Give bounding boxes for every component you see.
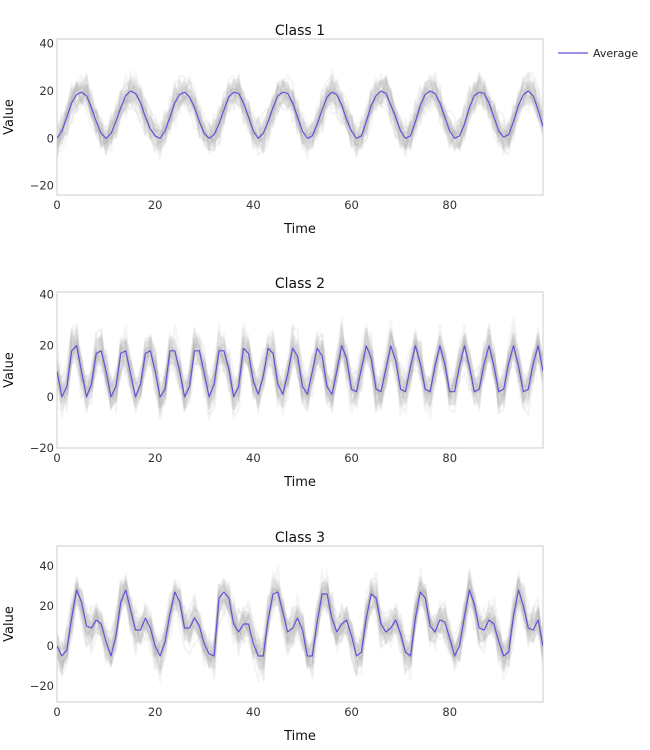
sample-trace [57,581,543,668]
y-tick-label: 40 [39,559,54,573]
sample-trace [57,317,543,420]
chart-panel-1: Class 1 −20 0 20 40 0 20 40 60 80 Time Value [2,23,544,237]
y-tick-label: 20 [39,84,54,98]
sample-trace [57,76,543,154]
plot-frame [56,38,544,196]
sample-trace [57,574,543,671]
y-tick-label: 0 [47,131,54,145]
average-line [57,345,543,398]
sample-trace [57,571,543,676]
y-tick-label: 0 [47,390,54,404]
plot-frame [56,545,544,703]
sample-trace [57,579,543,671]
x-tick-label: 20 [148,198,163,212]
chart-title: Class 1 [275,23,325,39]
sample-trace [57,578,543,668]
x-tick-label: 20 [148,705,163,719]
sample-trace [57,568,543,681]
x-axis-label: Time [283,729,316,744]
x-axis-label: Time [283,475,316,490]
chart-panel-3: Class 3 −20 0 20 40 0 20 40 60 80 Time Value [2,530,544,744]
sample-trace [57,82,543,149]
sample-trace [57,75,543,157]
sample-trace [57,334,543,409]
sample-trace [57,77,543,154]
x-tick-label: 40 [246,451,261,465]
x-tick-label: 40 [246,198,261,212]
x-tick-label: 80 [442,451,457,465]
sample-trace [57,318,543,419]
x-tick-label: 0 [53,198,60,212]
y-axis-label: Value [2,352,17,388]
sample-trace [57,331,543,412]
y-tick-label: −20 [30,179,54,193]
sample-trace [57,578,543,669]
x-axis-label: Time [283,222,316,237]
legend: Average [558,47,638,60]
sample-trace [57,72,543,159]
sample-trace [57,76,543,152]
y-tick-label: 40 [39,37,54,51]
x-tick-label: 80 [442,705,457,719]
y-tick-label: 0 [47,639,54,653]
x-tick-label: 60 [344,198,359,212]
x-tick-label: 0 [53,451,60,465]
sample-traces [57,68,543,161]
y-tick-label: −20 [30,441,54,455]
y-tick-label: 40 [39,288,54,302]
x-tick-label: 40 [246,705,261,719]
sample-trace [57,327,543,414]
sample-trace [57,580,543,666]
sample-trace [57,87,543,145]
sample-trace [57,567,543,675]
x-tick-label: 20 [148,451,163,465]
y-axis-label: Value [2,99,17,135]
x-tick-label: 80 [442,198,457,212]
legend-label: Average [593,47,638,60]
y-axis-label: Value [2,606,17,642]
sample-trace [57,328,543,408]
x-tick-label: 0 [53,705,60,719]
sample-trace [57,70,543,154]
y-tick-label: 20 [39,599,54,613]
x-tick-label: 60 [344,451,359,465]
sample-trace [57,75,543,155]
sample-trace [57,80,543,149]
x-tick-label: 60 [344,705,359,719]
average-line [57,90,543,139]
chart-title: Class 2 [275,276,325,292]
average-line [57,589,543,657]
sample-trace [57,68,543,157]
sample-trace [57,323,543,421]
sample-trace [57,573,543,672]
chart-title: Class 3 [275,530,325,546]
y-tick-label: −20 [30,679,54,693]
y-tick-label: 20 [39,339,54,353]
sample-trace [57,324,543,419]
